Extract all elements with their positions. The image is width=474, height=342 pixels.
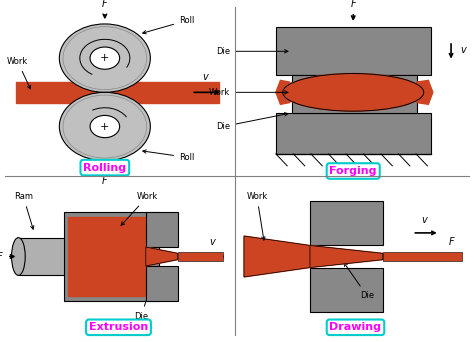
Text: Die: Die — [134, 269, 156, 320]
FancyBboxPatch shape — [64, 212, 159, 301]
Ellipse shape — [11, 238, 25, 275]
Text: F: F — [102, 0, 108, 9]
Text: Die: Die — [344, 263, 374, 300]
Polygon shape — [410, 80, 433, 104]
FancyBboxPatch shape — [146, 266, 178, 301]
Polygon shape — [244, 236, 310, 277]
Text: F: F — [102, 176, 108, 186]
FancyBboxPatch shape — [276, 113, 430, 154]
Text: Work: Work — [246, 192, 267, 240]
Text: Drawing: Drawing — [329, 322, 382, 332]
FancyBboxPatch shape — [123, 82, 219, 103]
Text: Work: Work — [121, 192, 158, 225]
Text: Roll: Roll — [143, 150, 194, 162]
Ellipse shape — [283, 74, 424, 111]
FancyBboxPatch shape — [310, 201, 383, 246]
Text: F: F — [350, 0, 356, 9]
Text: Die: Die — [216, 113, 288, 131]
Text: v: v — [209, 237, 215, 247]
FancyBboxPatch shape — [276, 27, 430, 75]
FancyBboxPatch shape — [16, 82, 89, 103]
Text: +: + — [100, 53, 109, 63]
FancyBboxPatch shape — [89, 86, 123, 99]
Text: F: F — [0, 251, 2, 262]
Polygon shape — [146, 247, 178, 266]
Text: Roll: Roll — [143, 16, 194, 34]
Circle shape — [59, 92, 150, 161]
Circle shape — [90, 116, 119, 138]
FancyBboxPatch shape — [310, 267, 383, 312]
Circle shape — [90, 47, 119, 69]
Circle shape — [59, 24, 150, 92]
Text: Work: Work — [7, 57, 30, 89]
FancyBboxPatch shape — [383, 252, 463, 261]
Text: v: v — [421, 215, 427, 225]
Polygon shape — [276, 80, 296, 104]
Polygon shape — [18, 238, 64, 275]
FancyBboxPatch shape — [292, 75, 417, 113]
FancyBboxPatch shape — [146, 212, 178, 247]
Text: Die: Die — [216, 47, 288, 56]
Text: Ram: Ram — [14, 192, 34, 229]
Text: v: v — [202, 72, 208, 82]
Polygon shape — [310, 246, 383, 267]
FancyBboxPatch shape — [178, 252, 223, 261]
Text: v: v — [460, 44, 466, 55]
Text: +: + — [100, 121, 109, 132]
FancyBboxPatch shape — [68, 217, 150, 296]
Text: Work: Work — [209, 88, 288, 97]
Text: Forging: Forging — [329, 166, 377, 176]
Text: Extrusion: Extrusion — [89, 322, 148, 332]
Text: Rolling: Rolling — [83, 162, 127, 173]
Text: F: F — [448, 237, 454, 247]
